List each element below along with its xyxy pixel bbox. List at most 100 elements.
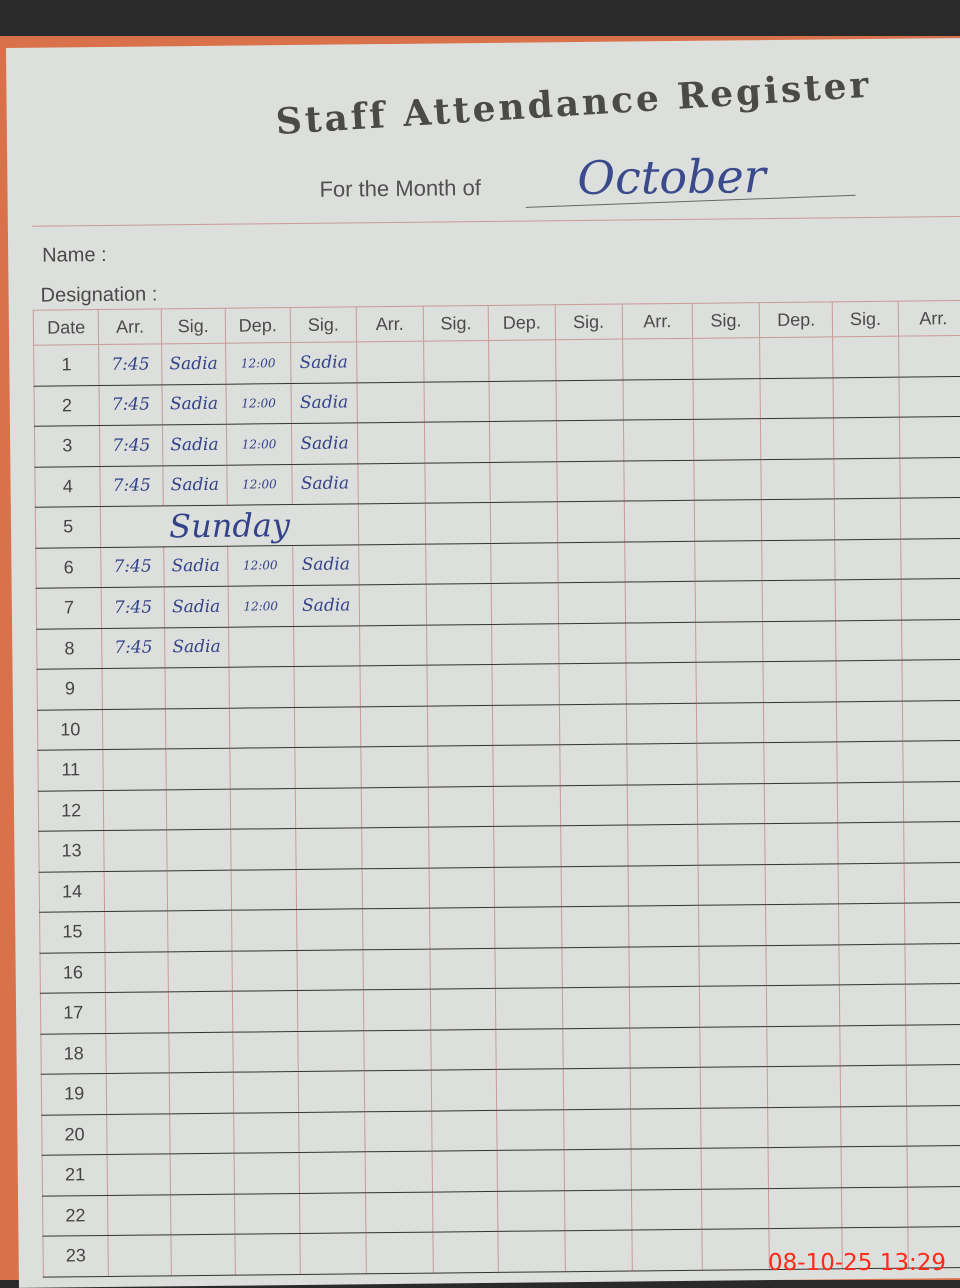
signature-cell <box>167 869 232 911</box>
time-cell: 7:45 <box>99 424 163 467</box>
empty-cell <box>496 1109 564 1151</box>
date-cell: 3 <box>34 425 101 467</box>
empty-cell <box>761 458 835 500</box>
time-cell <box>233 1111 300 1154</box>
date-cell: 12 <box>38 790 105 832</box>
time-cell <box>106 1072 170 1114</box>
date-cell: 13 <box>38 830 105 872</box>
date-cell: 23 <box>42 1235 109 1277</box>
empty-cell <box>762 620 837 662</box>
empty-cell <box>899 456 960 499</box>
empty-cell <box>362 908 430 950</box>
empty-cell <box>495 987 563 1029</box>
empty-cell <box>701 1188 770 1230</box>
empty-cell <box>498 1230 565 1272</box>
empty-cell <box>697 783 765 825</box>
signature-cell <box>164 667 230 709</box>
date-cell: 18 <box>40 1033 107 1075</box>
date-cell: 21 <box>42 1154 108 1196</box>
empty-cell <box>564 1230 633 1272</box>
empty-cell <box>700 1066 768 1108</box>
empty-cell <box>490 542 558 584</box>
empty-cell <box>432 1190 499 1233</box>
date-cell: 11 <box>37 749 104 791</box>
empty-cell <box>903 861 960 904</box>
time-cell: 7:45 <box>102 627 165 669</box>
time-cell <box>234 1192 300 1235</box>
empty-cell <box>364 1151 433 1193</box>
column-header: Date <box>33 309 100 346</box>
empty-cell <box>625 621 696 664</box>
empty-cell <box>558 622 626 664</box>
empty-cell <box>631 1229 703 1271</box>
empty-cell <box>699 985 768 1027</box>
time-cell: 12:00 <box>225 383 292 425</box>
empty-cell <box>489 420 557 462</box>
time-cell <box>231 950 298 992</box>
empty-cell <box>428 826 495 868</box>
time-cell <box>234 1233 301 1275</box>
signature-cell: Sadia <box>164 626 229 668</box>
column-header: Sig. <box>161 308 226 344</box>
empty-cell <box>494 906 562 948</box>
time-cell <box>105 991 169 1034</box>
empty-cell <box>430 1028 497 1071</box>
empty-cell <box>693 459 762 501</box>
empty-cell <box>490 461 557 503</box>
signature-cell <box>166 829 231 871</box>
signature-cell <box>169 1072 234 1114</box>
empty-cell <box>767 1065 842 1108</box>
signature-cell <box>296 908 363 951</box>
empty-cell <box>363 989 431 1031</box>
empty-cell <box>365 1191 433 1233</box>
empty-cell <box>561 946 630 988</box>
empty-cell <box>488 339 556 381</box>
date-cell: 9 <box>37 668 103 710</box>
empty-cell <box>906 1104 960 1147</box>
empty-cell <box>839 943 906 985</box>
month-label: For the Month of <box>319 175 482 202</box>
empty-cell <box>556 460 625 502</box>
signature-cell <box>293 625 360 667</box>
empty-cell <box>623 459 695 502</box>
signature-cell <box>295 787 362 829</box>
empty-cell <box>491 582 559 624</box>
empty-cell <box>631 1188 702 1231</box>
date-cell: 16 <box>39 952 106 994</box>
column-header: Arr. <box>355 306 424 342</box>
empty-cell <box>559 744 628 786</box>
empty-cell <box>628 945 700 988</box>
empty-cell <box>497 1149 565 1191</box>
signature-cell <box>294 746 361 789</box>
empty-cell <box>693 418 762 460</box>
column-header: Dep. <box>759 301 834 338</box>
signature-cell <box>167 910 232 952</box>
signature-cell <box>167 950 233 992</box>
empty-cell <box>359 665 428 707</box>
empty-cell <box>628 905 699 947</box>
empty-cell <box>360 786 429 828</box>
time-cell <box>230 828 297 870</box>
empty-cell <box>359 624 427 666</box>
empty-cell <box>494 866 562 908</box>
empty-cell <box>560 825 628 867</box>
empty-cell <box>431 1109 498 1152</box>
empty-cell <box>698 904 767 946</box>
date-cell: 10 <box>37 709 104 751</box>
empty-cell <box>431 1069 497 1111</box>
signature-cell <box>165 748 230 790</box>
signature-cell <box>294 665 361 708</box>
empty-cell <box>700 1107 769 1149</box>
column-header: Dep. <box>488 304 556 341</box>
time-cell <box>232 990 298 1032</box>
empty-cell <box>763 701 838 743</box>
name-label: Name : <box>42 243 107 267</box>
time-cell <box>103 748 167 791</box>
empty-cell <box>696 742 765 784</box>
signature-cell: Sadia <box>293 584 360 627</box>
column-header: Arr. <box>98 308 162 345</box>
empty-cell <box>622 378 694 421</box>
empty-cell <box>363 1070 432 1112</box>
date-cell: 20 <box>41 1113 108 1156</box>
empty-cell <box>902 699 960 742</box>
